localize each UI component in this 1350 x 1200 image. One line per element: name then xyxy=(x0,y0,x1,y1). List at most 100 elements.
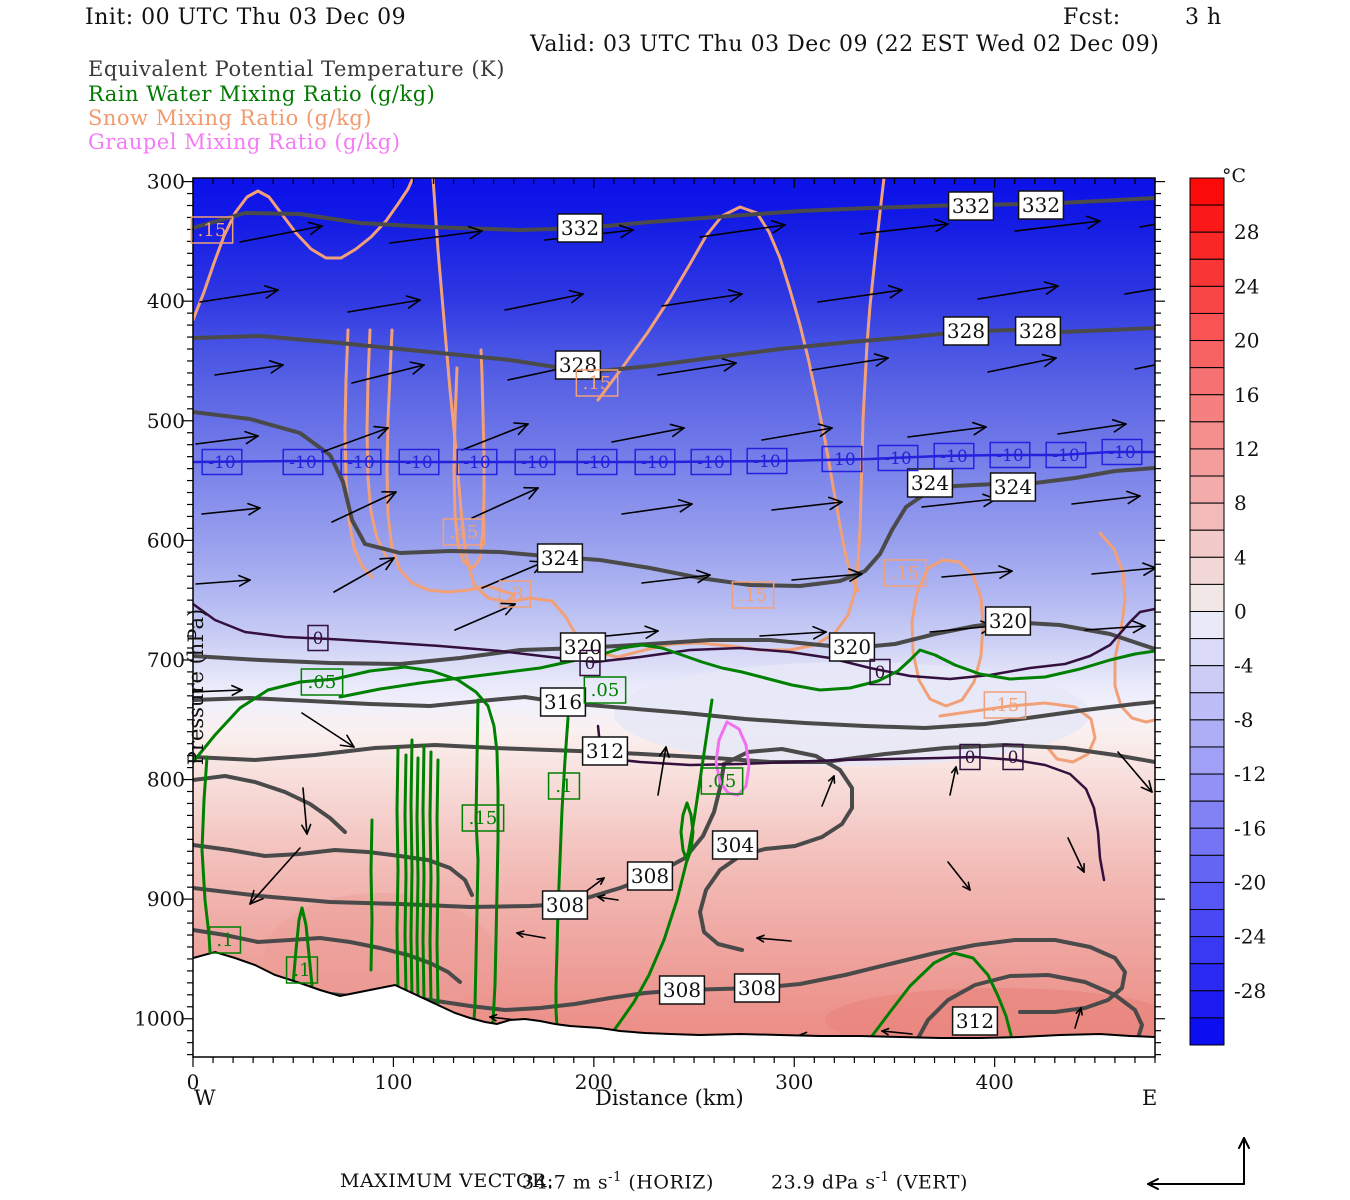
y-tick-labels: 300 400 500 600 700 800 900 1000 xyxy=(134,170,185,1031)
svg-text:-10: -10 xyxy=(1108,443,1135,463)
contour-label-p05: .05 xyxy=(700,767,744,795)
svg-text:328: 328 xyxy=(947,319,985,343)
svg-text:324: 324 xyxy=(994,475,1032,499)
svg-text:312: 312 xyxy=(956,1009,994,1033)
contour-label-p15: .15 xyxy=(190,216,234,244)
max-vector-horiz: 34.7 m s-1 (HORIZ) xyxy=(522,1170,714,1194)
colorbar-tick-label: -8 xyxy=(1234,708,1253,732)
svg-text:-10: -10 xyxy=(347,453,374,473)
svg-text:-10: -10 xyxy=(697,453,724,473)
svg-text:-10: -10 xyxy=(463,453,490,473)
x-tick-label: 200 xyxy=(575,1070,613,1094)
svg-text:0: 0 xyxy=(875,663,886,683)
colorbar-cell xyxy=(1189,502,1225,531)
colorbar-cell xyxy=(1189,746,1225,775)
svg-text:.15: .15 xyxy=(198,220,227,241)
max-vector-vert: 23.9 dPa s-1 (VERT) xyxy=(771,1170,968,1194)
colorbar-title: °C xyxy=(1222,165,1247,187)
x-tick-label: 300 xyxy=(775,1070,813,1094)
colorbar-cell xyxy=(1189,936,1225,965)
y-tick-label: 800 xyxy=(147,768,185,792)
svg-text:308: 308 xyxy=(738,976,776,1000)
colorbar-tick-label: 12 xyxy=(1234,437,1259,461)
contour-label-312: 312 xyxy=(581,736,629,766)
svg-text:332: 332 xyxy=(561,216,599,240)
svg-text:.15: .15 xyxy=(583,373,612,394)
colorbar-cell xyxy=(1189,258,1225,287)
svg-text:332: 332 xyxy=(952,194,990,218)
contour-label--10: -10 xyxy=(340,448,382,476)
svg-text:.05: .05 xyxy=(308,672,337,693)
x-tick-labels: 0 100 200 300 400 xyxy=(187,1070,1014,1094)
colorbar-cell xyxy=(1189,611,1225,640)
svg-text:-10: -10 xyxy=(289,453,316,473)
colorbar-tick-label: 16 xyxy=(1234,383,1259,407)
temp-minus10-contour xyxy=(193,450,1155,464)
svg-text:-10: -10 xyxy=(521,453,548,473)
colorbar-cell xyxy=(1189,638,1225,667)
x-axis-west-label: W xyxy=(194,1086,216,1110)
x-tick-label: 0 xyxy=(187,1070,200,1094)
svg-text:308: 308 xyxy=(546,893,584,917)
svg-text:0: 0 xyxy=(965,748,976,768)
contour-label-0: 0 xyxy=(1002,743,1024,771)
colorbar-cell xyxy=(1189,583,1225,612)
contour-label-p05: .05 xyxy=(583,676,627,704)
contour-label--10: -10 xyxy=(456,448,498,476)
colorbar-tick-label: 20 xyxy=(1234,329,1259,353)
colorbar-tick-label: -12 xyxy=(1234,762,1266,786)
colorbar-tick-label: 8 xyxy=(1234,491,1247,515)
svg-text:304: 304 xyxy=(716,833,754,857)
contour-label--10: -10 xyxy=(634,448,676,476)
colorbar-cell xyxy=(1189,204,1225,233)
contour-label-308: 308 xyxy=(541,890,589,920)
contour-label--10: -10 xyxy=(746,447,788,475)
contour-label--10: -10 xyxy=(690,448,732,476)
contour-label-p1: .1 xyxy=(285,956,319,984)
svg-text:.1: .1 xyxy=(216,930,233,951)
terrain-surface-line xyxy=(193,950,1155,1039)
contour-label-332: 332 xyxy=(556,213,604,243)
y-tick-label: 1000 xyxy=(134,1007,185,1031)
contour-label-328: 328 xyxy=(1014,316,1062,346)
svg-text:.15: .15 xyxy=(891,563,920,584)
contour-label-p15: .15 xyxy=(731,581,775,609)
theta-e-contours xyxy=(193,196,1155,1048)
colorbar-tick-label: -16 xyxy=(1234,816,1266,840)
contour-label--10: -10 xyxy=(514,448,556,476)
svg-text:320: 320 xyxy=(989,609,1027,633)
x-axis-title: Distance (km) xyxy=(595,1086,744,1110)
reference-vector xyxy=(1147,1137,1250,1190)
svg-text:-10: -10 xyxy=(208,453,235,473)
svg-text:.1: .1 xyxy=(293,960,310,981)
colorbar-tick-label: 4 xyxy=(1234,545,1247,569)
y-tick-label: 600 xyxy=(147,528,185,552)
contour-labels: 332 332 332 328 328 328 324 324 324 320 320 320 316 3… xyxy=(190,190,1143,1036)
contour-label-304: 304 xyxy=(711,830,759,860)
colorbar-tick-label: 28 xyxy=(1234,220,1259,244)
colorbar-cell xyxy=(1189,421,1225,450)
contour-label--10: -10 xyxy=(576,448,618,476)
colorbar-cell xyxy=(1189,963,1225,992)
terrain-fill xyxy=(193,952,1155,1057)
svg-text:0: 0 xyxy=(1008,748,1019,768)
svg-text:320: 320 xyxy=(833,635,871,659)
colorbar-cell xyxy=(1189,231,1225,260)
contour-label--10: -10 xyxy=(877,444,919,472)
contour-label-0: 0 xyxy=(869,658,891,686)
temp-zero-contour xyxy=(193,602,1155,882)
svg-text:.05: .05 xyxy=(591,680,620,701)
y-tick-label: 500 xyxy=(147,409,185,433)
contour-label-p15: .15 xyxy=(983,691,1027,719)
contour-label--10: -10 xyxy=(1101,438,1143,466)
x-axis-east-label: E xyxy=(1142,1086,1158,1110)
colorbar-cell xyxy=(1189,773,1225,802)
svg-text:308: 308 xyxy=(663,978,701,1002)
colorbar-cell xyxy=(1189,692,1225,721)
colorbar-cell xyxy=(1189,556,1225,585)
contour-label-320: 320 xyxy=(828,632,876,662)
y-tick-label: 900 xyxy=(147,887,185,911)
wind-vectors xyxy=(193,215,1155,1040)
